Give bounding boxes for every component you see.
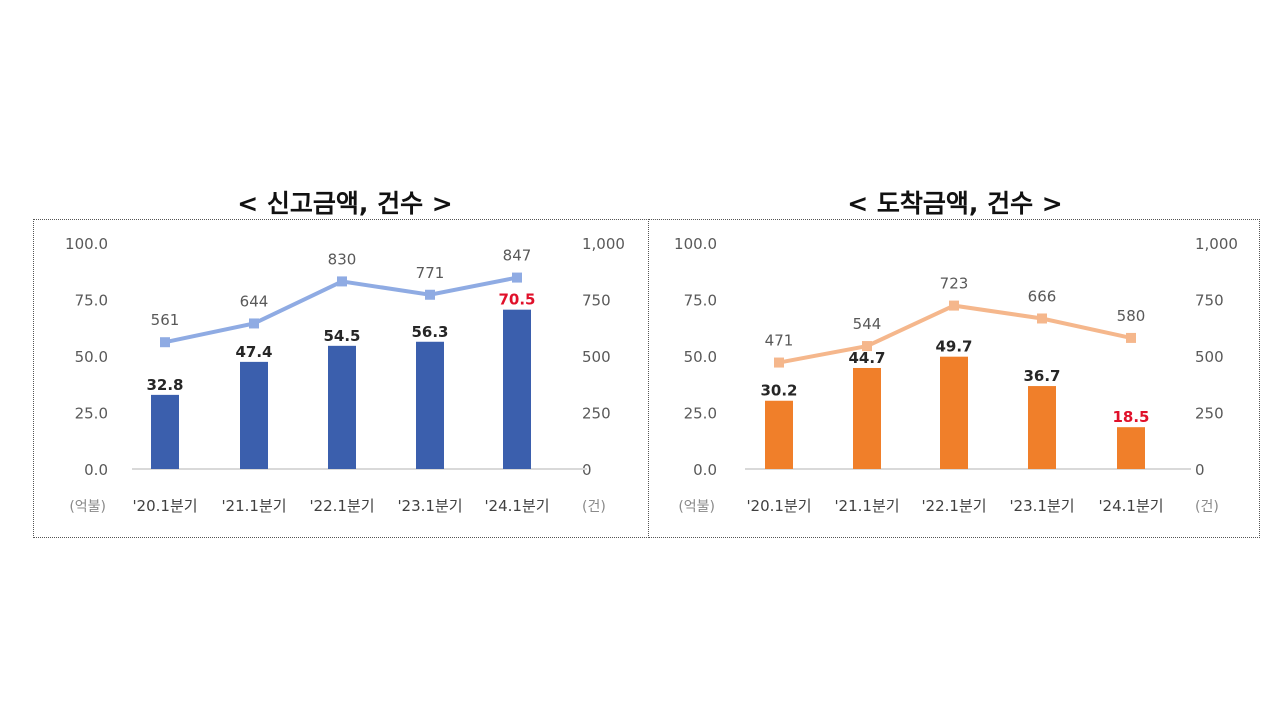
chart-title-reported: < 신고금액, 건수 > [237,189,453,218]
left-axis-unit: (억불) [678,499,715,515]
left-axis-tick: 25.0 [75,405,108,423]
right-axis-tick: 500 [582,348,611,366]
line-data-label: 544 [853,315,882,333]
x-axis-category: '24.1분기 [1098,497,1163,515]
line-marker [425,289,435,300]
left-axis-tick: 25.0 [684,405,717,423]
x-axis-category: '22.1분기 [921,497,986,515]
right-axis-tick: 250 [582,405,611,423]
right-axis-unit: (건) [1195,499,1219,515]
left-axis-tick: 50.0 [684,348,717,366]
x-axis-category: '23.1분기 [397,497,462,515]
line-marker [1126,332,1136,343]
line-data-label: 666 [1028,287,1057,305]
bar [1028,386,1056,469]
bar-data-label: 36.7 [1023,367,1060,385]
bar [240,361,268,469]
bar [503,309,531,469]
bar-data-label: 70.5 [498,291,535,309]
chart-reported: 0.025.050.075.0100.002505007501,000(억불)(… [65,235,625,515]
right-axis-tick: 1,000 [1195,235,1238,253]
x-axis-category: '24.1분기 [484,497,549,515]
line-marker [774,357,784,368]
line-marker [949,300,959,311]
bar-data-label: 30.2 [760,382,797,400]
left-axis-tick: 50.0 [75,348,108,366]
line-marker [1037,313,1047,324]
bar-data-label: 44.7 [848,349,885,367]
left-axis-tick: 100.0 [65,235,108,253]
line-data-label: 847 [503,247,532,265]
x-axis-category: '21.1분기 [221,497,286,515]
line-data-label: 644 [240,292,269,310]
bar [328,345,356,469]
right-axis-tick: 750 [582,292,611,310]
x-axis-category: '23.1분기 [1009,497,1074,515]
x-axis-category: '20.1분기 [746,497,811,515]
bar-data-label: 54.5 [323,327,360,345]
line-data-label: 580 [1117,307,1146,325]
x-axis-category: '21.1분기 [834,497,899,515]
right-axis-unit: (건) [582,499,606,515]
right-axis-tick: 0 [1195,461,1205,479]
left-axis-tick: 75.0 [684,292,717,310]
chart-arrived: 0.0 25.0 50.0 75.0 100.0 0 250 500 750 1,000 (억불) (… [674,235,1238,515]
left-axis-tick: 0.0 [84,461,108,479]
bar [853,367,881,469]
left-axis-tick: 100.0 [674,235,717,253]
line-marker [512,272,522,283]
x-axis-category: '22.1분기 [309,497,374,515]
left-axis-tick: 75.0 [75,292,108,310]
line-data-label: 771 [416,264,445,282]
line-marker [249,318,259,329]
right-axis-tick: 1,000 [582,235,625,253]
line-data-label: 561 [151,311,180,329]
chart-panel-reported: 0.025.050.075.0100.002505007501,000(억불)(… [33,219,649,538]
bar [765,400,793,469]
x-axis-category: '20.1분기 [132,497,197,515]
left-axis-unit: (억불) [69,499,106,515]
bar-data-label: 32.8 [146,376,183,394]
bar-data-label: 18.5 [1112,408,1149,426]
chart-title-arrived: < 도착금액, 건수 > [847,189,1063,218]
line-data-label: 723 [940,275,969,293]
bar [151,394,179,469]
line-marker [862,341,872,352]
bar-data-label: 56.3 [411,323,448,341]
line-marker [337,276,347,287]
bar [1117,427,1145,469]
bar-data-label: 47.4 [235,343,272,361]
left-axis-tick: 0.0 [693,461,717,479]
line-data-label: 830 [328,250,357,268]
right-axis-tick: 250 [1195,405,1224,423]
bar-data-label: 49.7 [935,338,972,356]
chart-panel-arrived: 0.0 25.0 50.0 75.0 100.0 0 250 500 750 1,000 (억불) (… [648,219,1260,538]
right-axis-tick: 500 [1195,348,1224,366]
right-axis-tick: 750 [1195,292,1224,310]
bar [416,341,444,469]
line-data-label: 471 [765,332,794,350]
bar [940,356,968,469]
line-marker [160,337,170,348]
